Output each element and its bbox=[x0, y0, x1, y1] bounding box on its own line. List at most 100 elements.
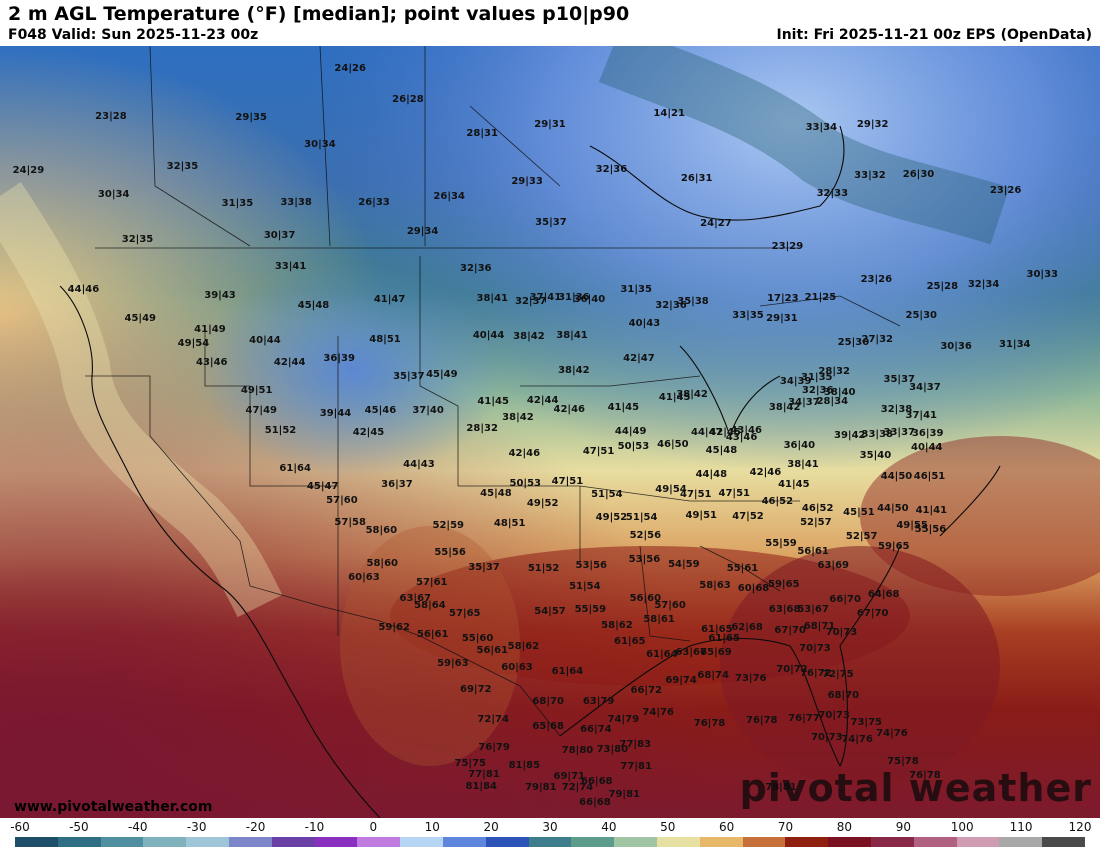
point-value: 31|35 bbox=[221, 197, 254, 209]
point-value: 50|53 bbox=[617, 440, 650, 452]
point-value: 55|56 bbox=[914, 524, 947, 536]
point-value: 74|76 bbox=[642, 707, 674, 719]
point-value: 44|48 bbox=[695, 469, 728, 481]
point-value: 59|65 bbox=[878, 541, 910, 553]
colorbar-swatch bbox=[699, 837, 743, 847]
boundaries bbox=[85, 46, 901, 737]
point-value: 67|70 bbox=[856, 607, 889, 619]
point-value: 41|45 bbox=[658, 392, 691, 404]
point-value: 66|74 bbox=[580, 724, 612, 736]
point-value: 49|54 bbox=[655, 484, 687, 496]
colorbar-swatch bbox=[614, 837, 657, 847]
colorbar-tick: -20 bbox=[245, 820, 266, 834]
point-value: 63|67 bbox=[399, 593, 431, 605]
colorbar-swatch bbox=[186, 837, 229, 847]
point-value: 61|64 bbox=[279, 463, 311, 474]
coastlines bbox=[59, 125, 1001, 818]
point-value: 32|35 bbox=[166, 160, 199, 172]
point-value: 70|73 bbox=[818, 710, 850, 722]
colorbar-tick: -30 bbox=[186, 820, 207, 834]
point-value: 29|34 bbox=[406, 226, 439, 238]
point-value: 69|74 bbox=[665, 674, 697, 686]
point-value: 26|31 bbox=[680, 173, 713, 185]
point-value: 28|32 bbox=[466, 422, 498, 434]
point-value: 38|42 bbox=[513, 330, 545, 342]
point-value: 58|63 bbox=[699, 580, 731, 592]
point-value: 65|69 bbox=[700, 647, 732, 659]
point-value: 77|83 bbox=[619, 739, 651, 751]
point-value: 37|41 bbox=[905, 410, 937, 422]
point-value: 30|36 bbox=[940, 341, 972, 353]
colorbar-tick: 80 bbox=[836, 820, 853, 834]
point-value: 51|52 bbox=[264, 424, 297, 436]
point-value: 62|68 bbox=[731, 621, 763, 633]
point-value: 67|70 bbox=[774, 624, 806, 636]
point-value: 38|40 bbox=[823, 386, 856, 398]
point-value: 44|46 bbox=[67, 284, 100, 296]
point-value: 47|51 bbox=[551, 475, 584, 487]
colorbar-tick: 70 bbox=[777, 820, 794, 834]
point-value: 36|37 bbox=[381, 478, 413, 490]
colorbar-tick: -10 bbox=[304, 820, 325, 834]
point-value: 44|49 bbox=[614, 426, 647, 437]
point-value: 70|73 bbox=[811, 731, 843, 743]
point-value: 55|59 bbox=[574, 603, 607, 615]
point-value: 49|51 bbox=[685, 509, 717, 521]
point-value: 60|63 bbox=[501, 661, 533, 673]
point-value: 35|37 bbox=[883, 374, 915, 386]
point-value: 36|39 bbox=[911, 428, 944, 440]
point-value: 31|35 bbox=[801, 372, 833, 384]
point-value: 73|76 bbox=[735, 673, 767, 685]
point-value: 73|75 bbox=[850, 716, 882, 728]
point-value: 57|60 bbox=[326, 494, 358, 506]
colorbar-ticks: -60 -50 -40 -30 -20 -10 0 10 20 30 40 50 60 70 80 90 100… bbox=[0, 818, 1100, 834]
point-value: 59|62 bbox=[378, 621, 410, 633]
point-value: 48|51 bbox=[493, 518, 526, 529]
point-value: 47|51 bbox=[718, 488, 750, 500]
point-value: 57|58 bbox=[334, 516, 366, 528]
colorbar-tick: -40 bbox=[127, 820, 148, 834]
point-value: 49|51 bbox=[240, 384, 273, 396]
point-value: 28|34 bbox=[816, 396, 849, 408]
point-value: 46|52 bbox=[801, 503, 834, 515]
point-value: 33|38 bbox=[280, 196, 312, 208]
point-value: 25|28 bbox=[926, 281, 959, 293]
point-value: 66|70 bbox=[829, 594, 861, 606]
colorbar-swatch bbox=[15, 837, 58, 847]
point-value: 75|75 bbox=[454, 758, 486, 770]
point-value: 29|32 bbox=[856, 119, 889, 131]
point-value: 34|37 bbox=[788, 397, 820, 409]
point-value: 49|52 bbox=[526, 497, 559, 509]
colorbar-tick: 20 bbox=[483, 820, 499, 834]
point-value: 52|57 bbox=[845, 530, 878, 542]
point-value: 17|23 bbox=[767, 292, 799, 304]
point-value: 55|56 bbox=[434, 546, 466, 558]
point-value: 49|52 bbox=[595, 511, 628, 523]
point-value: 42|44 bbox=[273, 357, 306, 369]
point-value: 70|72 bbox=[776, 663, 808, 675]
point-value: 61|64 bbox=[646, 649, 678, 661]
point-value: 41|45 bbox=[778, 478, 810, 490]
point-value: 38|42 bbox=[768, 401, 801, 413]
point-value: 41|47 bbox=[373, 293, 406, 305]
point-value: 45|46 bbox=[364, 404, 397, 416]
colorbar-swatch bbox=[785, 837, 829, 847]
point-value: 81|85 bbox=[508, 760, 541, 772]
point-value: 38|41 bbox=[787, 458, 819, 470]
point-value: 28|31 bbox=[466, 127, 498, 139]
point-value: 38|41 bbox=[556, 329, 588, 341]
point-value: 31|34 bbox=[999, 339, 1031, 351]
point-value: 58|62 bbox=[601, 619, 633, 631]
point-value: 72|74 bbox=[561, 782, 594, 794]
point-value: 63|67 bbox=[675, 647, 707, 659]
colorbar-swatch bbox=[913, 837, 957, 847]
point-value: 32|35 bbox=[121, 233, 154, 245]
point-value: 33|35 bbox=[732, 309, 764, 321]
point-value: 32|38 bbox=[880, 403, 913, 415]
point-value: 30|33 bbox=[1026, 269, 1058, 281]
colorbar-tick: 50 bbox=[660, 820, 676, 834]
point-value: 41|45 bbox=[477, 396, 509, 408]
point-value: 43|46 bbox=[725, 432, 758, 444]
point-value: 38|41 bbox=[476, 292, 508, 304]
colorbar-swatch bbox=[400, 837, 443, 847]
